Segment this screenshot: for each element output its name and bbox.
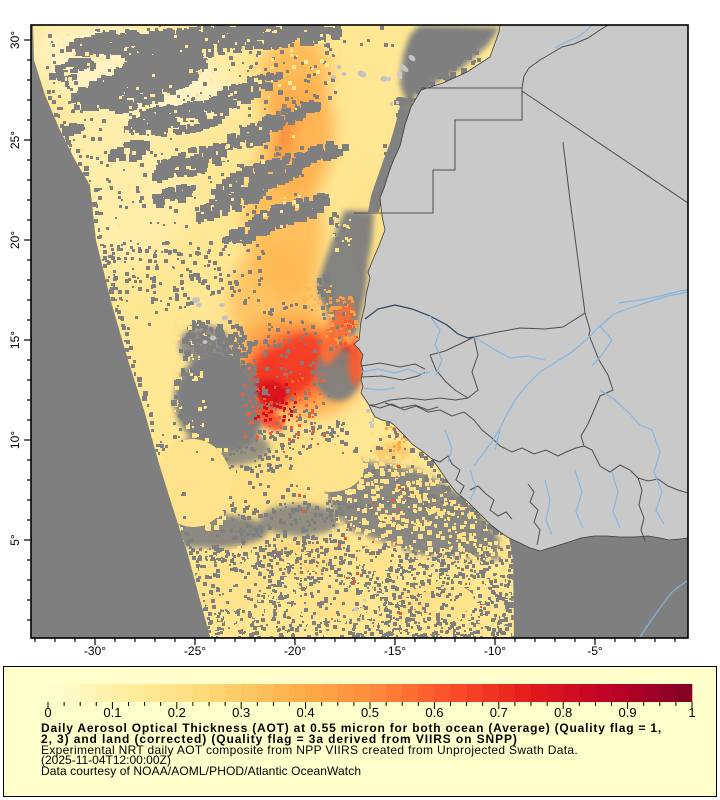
svg-text:-25°: -25° [184,644,206,658]
svg-text:Daily Aerosol Optical Thicknes: Daily Aerosol Optical Thickness (AOT) at… [41,721,662,735]
svg-text:0.4: 0.4 [297,705,315,720]
svg-text:Experimental NRT daily AOT com: Experimental NRT daily AOT composite fro… [41,743,578,757]
svg-text:5°: 5° [8,534,22,546]
svg-text:-30°: -30° [84,644,106,658]
svg-text:25°: 25° [8,131,22,149]
svg-text:-5°: -5° [587,644,603,658]
svg-text:0: 0 [44,705,51,720]
svg-text:2, 3) and land (corrected) (Qu: 2, 3) and land (corrected) (Quality flag… [41,732,518,746]
svg-text:Data courtesy of NOAA/AOML/PHO: Data courtesy of NOAA/AOML/PHOD/Atlantic… [41,764,361,778]
svg-text:0.6: 0.6 [425,705,443,720]
svg-text:30°: 30° [8,31,22,49]
svg-text:1: 1 [688,705,695,720]
svg-text:0.9: 0.9 [619,705,637,720]
svg-text:(2025-11-04T12:00:00Z): (2025-11-04T12:00:00Z) [41,753,171,767]
svg-text:-20°: -20° [284,644,306,658]
svg-text:0.8: 0.8 [554,705,572,720]
svg-text:-15°: -15° [384,644,406,658]
svg-text:-10°: -10° [484,644,506,658]
svg-text:0.3: 0.3 [232,705,250,720]
svg-text:10°: 10° [8,431,22,449]
svg-text:0.1: 0.1 [103,705,121,720]
svg-text:0.5: 0.5 [361,705,379,720]
svg-text:0.7: 0.7 [490,705,508,720]
svg-text:0.2: 0.2 [168,705,186,720]
svg-text:20°: 20° [8,231,22,249]
svg-text:15°: 15° [8,331,22,349]
